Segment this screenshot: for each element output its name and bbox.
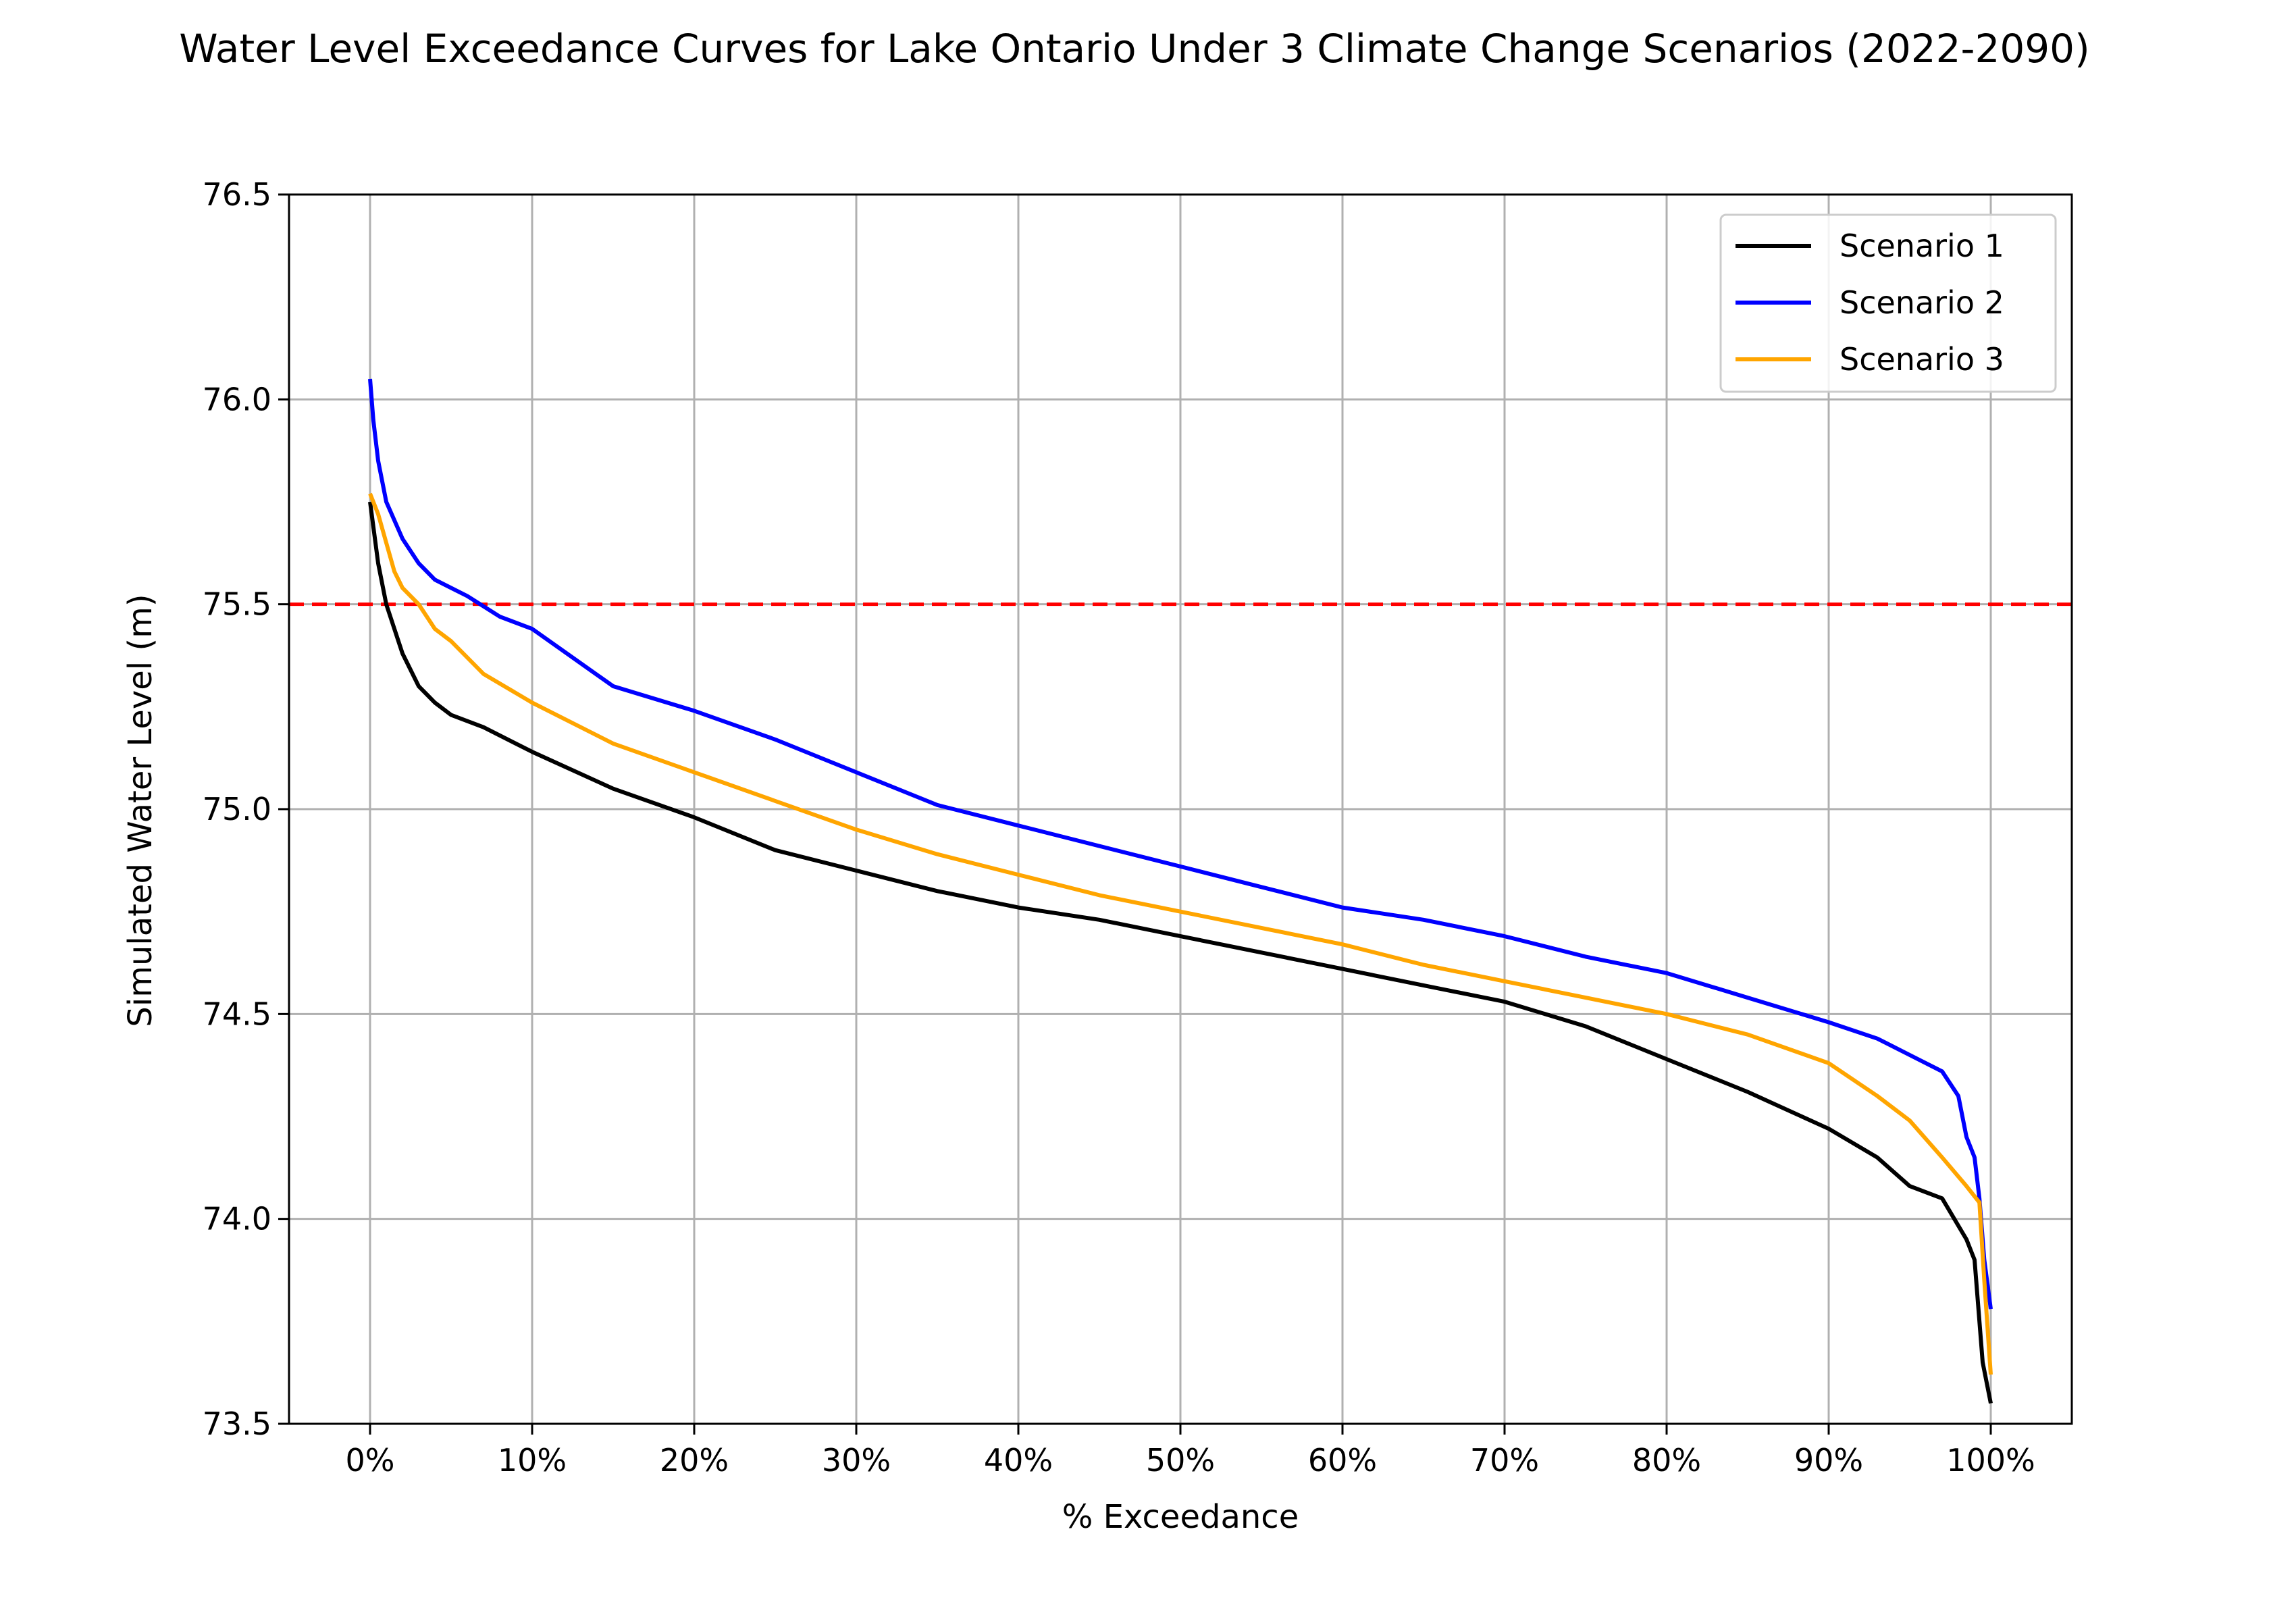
y-tick-label: 74.0 bbox=[203, 1201, 271, 1237]
series-line-scenario-2 bbox=[368, 378, 1993, 1310]
x-tick-label: 100% bbox=[1946, 1442, 2035, 1478]
legend-label-scenario-2: Scenario 2 bbox=[1840, 284, 2004, 321]
y-tick-label: 75.5 bbox=[203, 586, 271, 623]
y-tick-label: 76.0 bbox=[203, 381, 271, 417]
y-tick-label: 75.0 bbox=[203, 791, 271, 827]
y-tick-label: 76.5 bbox=[203, 176, 271, 213]
x-axis-ticks: 0% 10% 20% 30% 40% 50% 60% 70% 80% 90% 100% bbox=[346, 1424, 2035, 1478]
legend-box bbox=[1719, 213, 2057, 393]
y-axis-label: Simulated Water Level (m) bbox=[122, 594, 159, 1027]
x-tick-label: 0% bbox=[346, 1442, 395, 1478]
series-line-scenario-3 bbox=[368, 492, 1993, 1375]
series-line-scenario-1 bbox=[368, 501, 1993, 1404]
y-tick-label: 73.5 bbox=[203, 1406, 271, 1442]
y-axis-ticks: 73.5 74.0 74.5 75.0 75.5 76.0 76.5 bbox=[203, 176, 289, 1442]
legend-label-scenario-1: Scenario 1 bbox=[1840, 228, 2004, 264]
grid-lines bbox=[289, 195, 2072, 1424]
x-tick-label: 30% bbox=[822, 1442, 891, 1478]
x-tick-label: 90% bbox=[1794, 1442, 1863, 1478]
y-tick-label: 74.5 bbox=[203, 996, 271, 1032]
x-axis-label: % Exceedance bbox=[1062, 1498, 1299, 1536]
x-tick-label: 70% bbox=[1470, 1442, 1539, 1478]
series-group bbox=[368, 378, 1993, 1404]
x-tick-label: 20% bbox=[660, 1442, 729, 1478]
chart-title: Water Level Exceedance Curves for Lake O… bbox=[179, 26, 2089, 72]
x-tick-label: 80% bbox=[1632, 1442, 1701, 1478]
x-tick-label: 10% bbox=[498, 1442, 567, 1478]
legend: Scenario 1 Scenario 2 Scenario 3 bbox=[1719, 213, 2057, 393]
x-tick-label: 40% bbox=[984, 1442, 1053, 1478]
x-tick-label: 50% bbox=[1146, 1442, 1215, 1478]
legend-label-scenario-3: Scenario 3 bbox=[1840, 341, 2004, 378]
x-tick-label: 60% bbox=[1308, 1442, 1377, 1478]
